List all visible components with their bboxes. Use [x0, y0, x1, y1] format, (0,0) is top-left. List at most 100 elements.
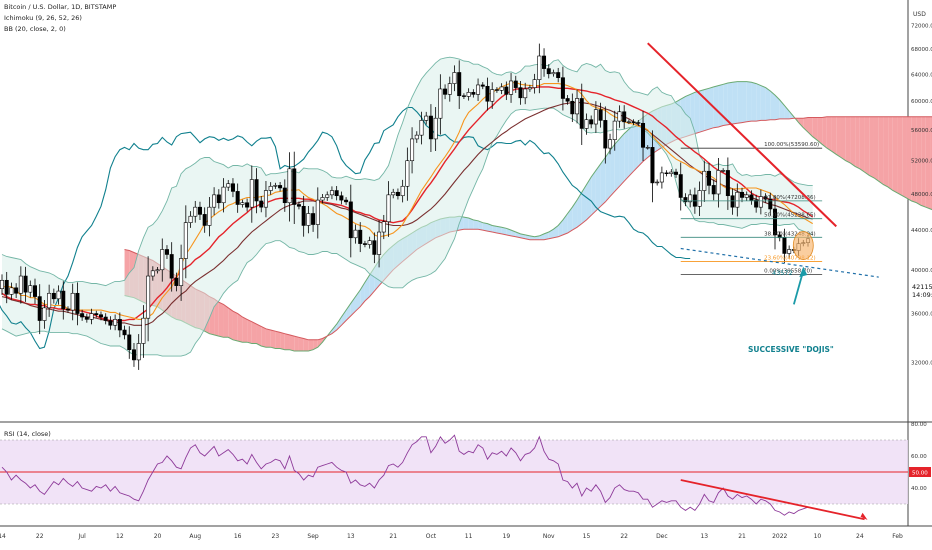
- candle-body: [273, 185, 278, 187]
- time-axis-tick: 13: [700, 533, 708, 540]
- ichimoku-cloud-segment: [298, 337, 304, 351]
- candle-body: [617, 111, 622, 122]
- candle-body: [480, 84, 485, 87]
- price-axis-tick: 60000.00: [911, 99, 932, 105]
- ichimoku-cloud-segment: [869, 116, 874, 178]
- rsi-midline-value: 50.00: [912, 471, 928, 477]
- ichimoku-cloud-segment: [784, 105, 790, 119]
- candle-body: [80, 313, 85, 318]
- rsi-midline-badge: [909, 467, 931, 477]
- candle-body: [230, 183, 235, 192]
- candle-body: [570, 100, 575, 115]
- candle-body: [287, 168, 292, 204]
- ichimoku-cloud-segment: [591, 170, 596, 216]
- candle-body: [245, 202, 250, 208]
- time-axis-tick: 23: [272, 533, 280, 540]
- ichimoku-cloud-segment: [473, 219, 479, 230]
- candle-body: [235, 191, 240, 205]
- candle-body: [164, 249, 169, 255]
- ichimoku-cloud-segment: [544, 232, 549, 240]
- candle-body: [268, 185, 273, 191]
- price-axis-tick: 72000.00: [911, 23, 932, 29]
- candle-body: [94, 313, 99, 316]
- ichimoku-cloud-segment: [727, 82, 733, 125]
- ichimoku-cloud-segment: [709, 86, 714, 130]
- candle-body: [329, 190, 334, 196]
- candle-body: [89, 313, 94, 320]
- ichimoku-legend: Ichimoku (9, 26, 52, 26): [4, 14, 82, 22]
- candle-body: [494, 89, 499, 91]
- candle-body: [56, 290, 61, 300]
- lagging-span-line: [0, 106, 691, 350]
- ichimoku-cloud-segment: [897, 116, 903, 196]
- rsi-axis-tick: 80.00: [911, 422, 927, 428]
- candle-body: [4, 279, 9, 295]
- candle-body: [410, 138, 415, 162]
- ichimoku-cloud-segment: [699, 89, 705, 133]
- candle-body: [499, 86, 504, 91]
- candle-body: [782, 237, 787, 254]
- ichimoku-cloud-segment: [256, 324, 262, 346]
- candle-body: [424, 115, 429, 121]
- candle-body: [358, 229, 363, 244]
- candle-body: [768, 198, 773, 210]
- ichimoku-cloud-segment: [892, 116, 898, 194]
- candle-body: [777, 234, 782, 239]
- candle-body: [28, 285, 33, 293]
- candle-body: [146, 275, 151, 319]
- ichimoku-cloud-segment: [237, 313, 243, 343]
- time-axis-tick: 13: [347, 533, 355, 540]
- candle-body: [193, 206, 198, 217]
- time-axis-tick: Aug: [189, 533, 201, 540]
- rsi-title: RSI (14, close): [4, 430, 51, 438]
- ichimoku-cloud-segment: [214, 298, 219, 337]
- ichimoku-cloud-segment: [346, 303, 351, 321]
- candle-body: [579, 98, 584, 129]
- ichimoku-cloud-segment: [756, 83, 761, 122]
- ichimoku-cloud-segment: [718, 84, 724, 127]
- ichimoku-cloud-segment: [775, 95, 780, 120]
- currency-label: USD: [913, 11, 926, 18]
- time-axis-tick: 10: [814, 533, 822, 540]
- ichimoku-cloud-segment: [723, 82, 728, 126]
- ichimoku-cloud-segment: [713, 85, 719, 128]
- ichimoku-cloud-segment: [826, 116, 832, 152]
- fib-level-label: 38.20%(43248.94): [764, 231, 816, 237]
- candle-body: [131, 349, 136, 361]
- candle-body: [773, 208, 778, 236]
- ichimoku-cloud-segment: [284, 333, 290, 350]
- candle-body: [443, 88, 448, 95]
- ichimoku-cloud-segment: [704, 88, 710, 131]
- candle-body: [527, 87, 532, 90]
- rsi-line: [1, 434, 809, 516]
- rsi-axis-tick: 60.00: [911, 454, 927, 460]
- ichimoku-cloud-segment: [247, 319, 252, 344]
- fib-level-label: 61.80%(47208.36): [764, 195, 816, 201]
- candle-body: [122, 329, 127, 336]
- candle-body: [485, 85, 490, 102]
- ichimoku-cloud-segment: [595, 163, 601, 211]
- price-axis-tick: 36000.00: [911, 312, 932, 318]
- last-price-label: 42115.94: [912, 283, 932, 291]
- candle-body: [259, 200, 264, 208]
- ichimoku-cloud-segment: [798, 118, 804, 128]
- candle-body: [400, 185, 405, 197]
- candle-body: [523, 88, 528, 99]
- candle-body: [641, 122, 646, 148]
- candle-body: [721, 170, 726, 172]
- time-axis-tick: 14: [0, 533, 6, 540]
- candle-body: [155, 269, 160, 272]
- ichimoku-cloud-segment: [463, 217, 469, 230]
- candle-body: [740, 191, 745, 198]
- time-axis-tick: Oct: [426, 533, 437, 540]
- candle-body: [212, 194, 217, 208]
- candle-body: [174, 277, 179, 286]
- candle-body: [631, 121, 636, 123]
- candle-body: [263, 190, 268, 208]
- candle-body: [593, 109, 598, 125]
- bollinger-band-fill: [2, 57, 813, 357]
- candle-body: [626, 121, 631, 123]
- ichimoku-cloud-segment: [478, 220, 483, 231]
- candle-body: [348, 201, 353, 239]
